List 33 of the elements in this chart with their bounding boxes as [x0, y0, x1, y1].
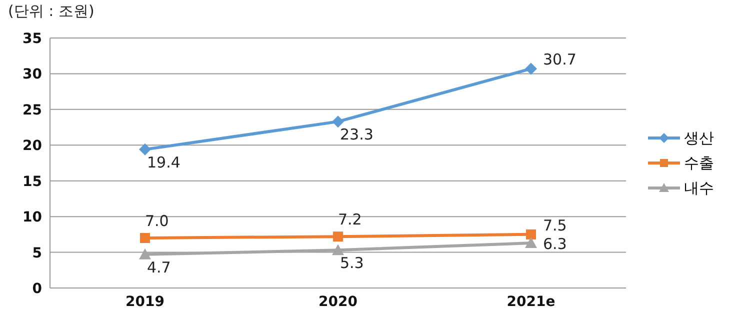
y-tick-label: 5	[32, 245, 42, 262]
y-tick-label: 10	[22, 210, 42, 226]
data-label: 23.3	[340, 126, 374, 144]
text: (단위 : 조원)	[8, 2, 94, 21]
data-label: 19.4	[147, 153, 180, 172]
point	[525, 237, 537, 248]
data-label: 30.7	[543, 50, 576, 69]
data-label: 7.2	[338, 210, 362, 229]
point	[332, 244, 344, 256]
y-tick-label: 35	[22, 30, 42, 47]
x-tick-label: 2019	[126, 294, 164, 310]
data-label: 7.0	[145, 212, 169, 230]
y-tick-label: 25	[22, 102, 42, 118]
legend-label: 내수	[684, 178, 714, 198]
data-label: 6.3	[543, 235, 567, 253]
legend-label: 수출	[684, 154, 714, 172]
point	[139, 143, 151, 156]
y-tick-label: 0	[32, 280, 42, 297]
y-tick-label: 20	[22, 138, 42, 154]
legend-label: 생산	[684, 128, 714, 148]
data-label: 4.7	[147, 258, 171, 276]
point	[140, 233, 150, 243]
point	[139, 248, 151, 260]
point	[525, 62, 537, 75]
point	[526, 229, 536, 240]
data-label: 7.5	[543, 216, 567, 234]
y-tick-label: 30	[22, 66, 42, 83]
point	[333, 232, 343, 242]
x-tick-label: 2020	[318, 294, 358, 310]
data-label: 5.3	[340, 254, 364, 272]
x-tick-label: 2021e	[506, 294, 556, 310]
point	[332, 116, 344, 128]
y-tick-label: 15	[22, 174, 42, 190]
